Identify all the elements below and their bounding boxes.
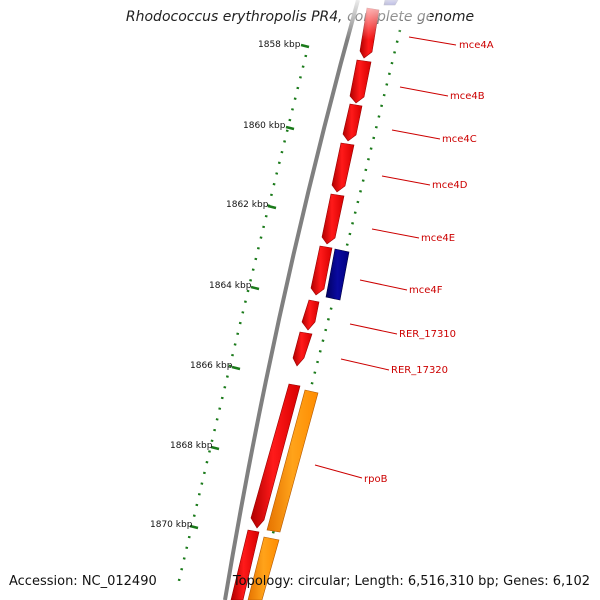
gene-label-mce4D: mce4D (432, 180, 468, 191)
scale-label-1870: 1870 kbp (150, 520, 193, 530)
label-leaders (314, 36, 457, 479)
gene-mce4F (310, 245, 333, 296)
gene-label-rpoB: rpoB (364, 474, 388, 485)
gene-mce4E (321, 193, 345, 245)
gene-rpoB-b (230, 529, 260, 600)
scale-label-1868: 1868 kbp (170, 441, 213, 451)
top-fade (340, 0, 430, 40)
gene-RER_17310 (301, 299, 320, 331)
gene-rpoB-orange-b (247, 536, 280, 600)
forward-genes (230, 7, 380, 600)
scale-label-1862: 1862 kbp (226, 200, 269, 210)
gene-mce4C (342, 103, 363, 142)
gene-reverse-middle (325, 248, 350, 301)
scale-label-1858: 1858 kbp (258, 40, 301, 50)
gene-label-mce4F: mce4F (409, 285, 443, 296)
topology-text: Topology: circular; Length: 6,516,310 bp… (232, 574, 590, 589)
gene-label-mce4B: mce4B (450, 91, 485, 102)
gene-label-mce4A: mce4A (459, 40, 494, 51)
gene-label-mce4E: mce4E (421, 233, 455, 244)
scale-label-1864: 1864 kbp (209, 281, 252, 291)
scale-label-1860: 1860 kbp (243, 121, 286, 131)
genome-backbone (223, 0, 360, 600)
scale-major-ticks (189, 43, 310, 530)
gene-rpoB-a (250, 383, 301, 529)
gene-mce4D (331, 142, 355, 193)
orange-genes (247, 389, 319, 600)
gene-label-mce4C: mce4C (442, 134, 477, 145)
gene-label-RER_17320: RER_17320 (391, 365, 448, 376)
gene-RER_17320 (292, 331, 313, 367)
scale-label-1866: 1866 kbp (190, 361, 233, 371)
gene-rpoB-orange-a (266, 389, 319, 533)
gene-mce4B (349, 59, 372, 104)
accession-text: Accession: NC_012490 (9, 574, 157, 589)
gene-label-RER_17310: RER_17310 (399, 329, 456, 340)
